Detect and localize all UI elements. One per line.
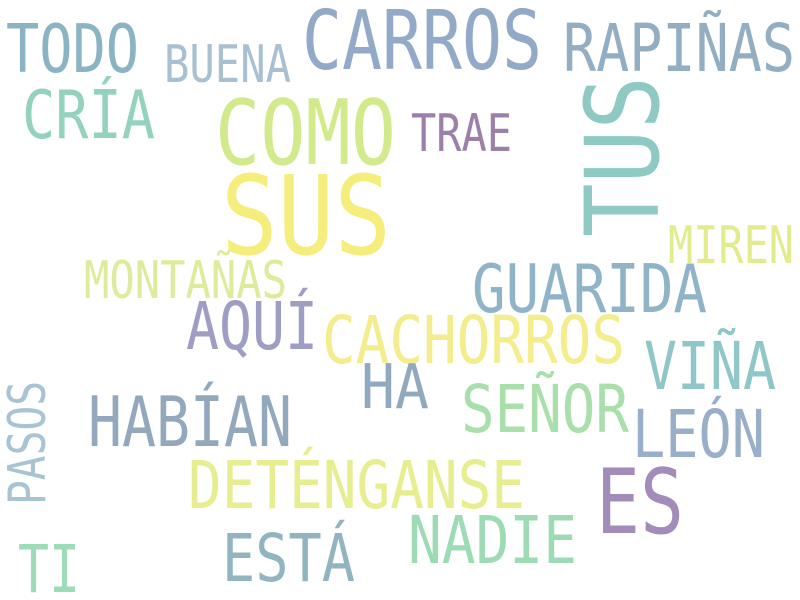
word-rapinas: RAPIÑAS	[563, 9, 795, 88]
word-buena: BUENA	[164, 35, 291, 95]
word-es: ES	[596, 449, 684, 556]
word-guarida: GUARIDA	[472, 250, 707, 328]
word-tus: TUS	[564, 76, 682, 237]
word-detenganse: DETÉNGANSE	[188, 446, 525, 525]
word-leon: LEÓN	[632, 395, 765, 474]
word-esta: ESTÁ	[222, 519, 355, 598]
word-trae: TRAE	[411, 104, 512, 164]
word-vina: VIÑA	[644, 327, 776, 406]
word-cria: CRÍA	[22, 76, 155, 154]
word-cachorros: CACHORROS	[322, 301, 625, 380]
word-todo: TODO	[6, 10, 139, 88]
word-aqui: AQUÍ	[186, 287, 318, 366]
word-como: COMO	[215, 80, 396, 187]
word-montanas: MONTAÑAS	[84, 251, 287, 311]
word-ti: TI	[18, 530, 80, 600]
word-sus: SUS	[221, 152, 391, 280]
word-carros: CARROS	[302, 0, 542, 90]
word-nadie: NADIE	[408, 501, 577, 580]
word-senor: SEÑOR	[461, 370, 629, 449]
word-pasos: PASOS	[0, 381, 58, 505]
word-habian: HABÍAN	[88, 381, 292, 464]
word-miren: MIREN	[668, 216, 794, 276]
word-ha: HA	[361, 350, 429, 424]
